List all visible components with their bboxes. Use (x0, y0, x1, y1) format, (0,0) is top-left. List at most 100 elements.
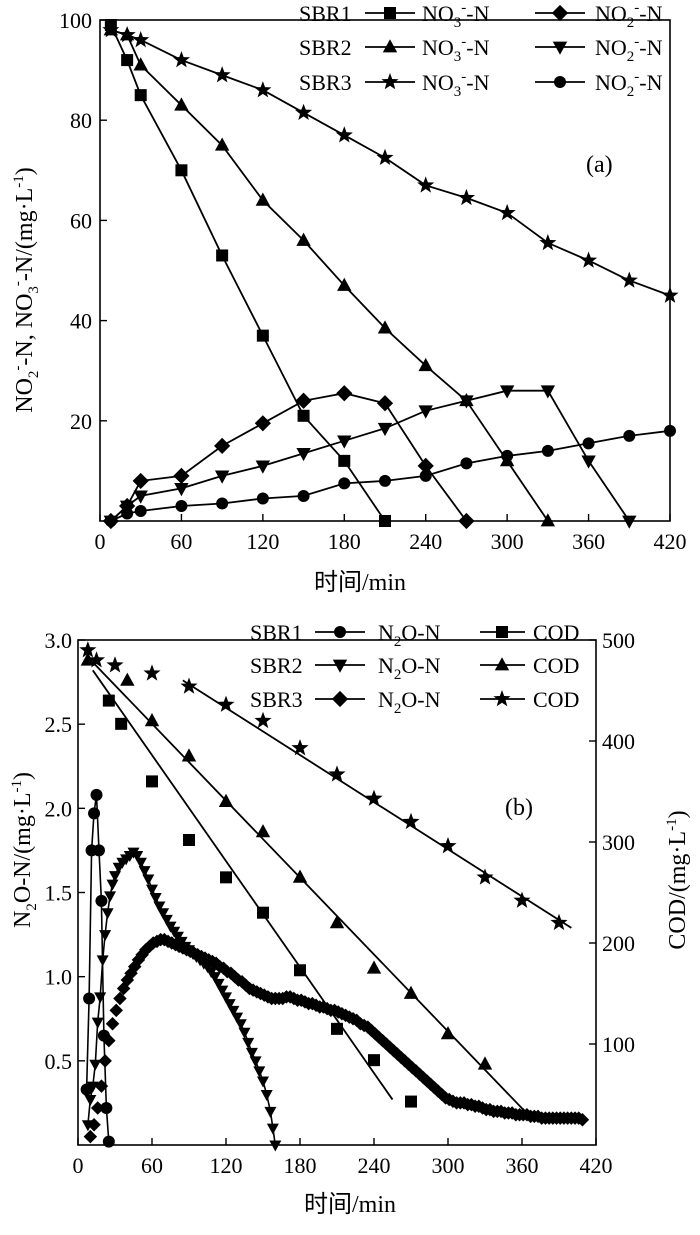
x-tick-label: 300 (491, 529, 524, 554)
data-point (254, 711, 272, 729)
data-point (296, 447, 311, 462)
data-point (216, 985, 229, 997)
data-point (220, 992, 232, 1004)
data-point (457, 188, 475, 206)
data-point (368, 1054, 380, 1067)
legend-label-no3: NO3--N (422, 34, 490, 65)
data-point (214, 137, 230, 151)
data-point (218, 793, 234, 807)
data-point (91, 1017, 104, 1029)
series-line (110, 389, 631, 522)
legend-marker (494, 657, 510, 671)
legend-row-label: SBR1 (250, 620, 303, 645)
y-right-tick-label: 200 (602, 931, 635, 956)
data-point (253, 1066, 266, 1078)
data-point (131, 850, 144, 862)
series-line (110, 429, 671, 522)
series-line (85, 794, 110, 1142)
data-point (144, 713, 160, 727)
data-point (134, 857, 147, 869)
data-point (459, 395, 474, 409)
legend-row-label: SBR2 (250, 653, 303, 678)
series-group-b (79, 641, 590, 1152)
chart-panel-a: 0 60 120 180 240 300 360 420 20 40 60 80 100 时间/min… (10, 0, 687, 596)
data-point (86, 1081, 99, 1093)
data-point (264, 1106, 277, 1118)
data-point (439, 837, 457, 854)
data-point (257, 1076, 269, 1088)
data-point (255, 824, 271, 838)
data-point (92, 844, 105, 857)
data-point (99, 930, 112, 942)
legend-marker (331, 690, 349, 708)
data-point (402, 812, 420, 830)
data-point (88, 807, 101, 820)
x-tick-label: 0 (95, 529, 106, 554)
data-point (582, 437, 595, 450)
data-point (100, 1101, 113, 1114)
data-point (622, 515, 637, 529)
data-point (132, 31, 150, 48)
data-point (109, 1003, 123, 1018)
data-point (216, 497, 229, 510)
data-point (217, 695, 235, 712)
data-point (661, 286, 679, 303)
data-point (379, 515, 391, 527)
panel-label-b: (b) (505, 795, 533, 821)
data-point (121, 54, 134, 67)
x-tick-label: 60 (141, 1153, 163, 1178)
data-point (87, 651, 106, 668)
data-point (328, 765, 346, 782)
legend-a: SBR1 NO3--N NO2--N SBR2 NO3--N NO2--N SBR3 NO3-… (299, 0, 663, 100)
data-point (419, 469, 432, 482)
data-point (214, 470, 230, 484)
legend-label-no2: NO2--N (595, 69, 663, 100)
data-point (180, 677, 198, 694)
y-left-tick-label: 1.5 (45, 881, 73, 906)
legend-label-cod: COD (533, 620, 579, 645)
y-left-tick-label: 3.0 (45, 628, 73, 653)
legend-label-no2: NO2--N (595, 34, 663, 65)
y-left-tick-labels-b: 0.5 1.0 1.5 2.0 2.5 3.0 (45, 628, 73, 1074)
data-point (132, 472, 149, 490)
legend-row-label: SBR1 (299, 1, 352, 26)
data-point (142, 874, 155, 886)
legend-marker (493, 690, 511, 707)
y-right-tick-label: 100 (602, 1032, 635, 1057)
data-point (338, 477, 351, 490)
legend-b: SBR1 N2O-N COD SBR2 N2O-N COD SBR3 N2O-N COD (250, 620, 579, 717)
y-left-tick-label: 1.0 (45, 965, 73, 990)
y-tick-label: 100 (59, 8, 92, 33)
x-tick-label: 120 (210, 1153, 243, 1178)
chart-panel-b: 0 60 120 180 240 300 360 420 0.5 1.0 1.5 2.0 2.5 3.0… (9, 620, 691, 1218)
data-point (260, 1090, 273, 1101)
y-left-tick-label: 2.5 (45, 712, 73, 737)
data-point (174, 97, 189, 111)
legend-label-no3: NO3--N (422, 69, 490, 100)
data-point (377, 320, 393, 334)
data-point (249, 1056, 262, 1068)
data-point (297, 489, 310, 502)
trendline (92, 661, 529, 1116)
y-tick-label: 60 (70, 208, 92, 233)
y-left-axis-label-b: N2O-N/(mg·L-1) (9, 772, 40, 928)
data-point (120, 672, 135, 686)
data-point (119, 500, 135, 514)
data-point (94, 1079, 109, 1093)
data-point (460, 457, 473, 470)
data-point (498, 203, 516, 221)
legend-label-n2o: N2O-N (378, 620, 441, 650)
data-point (173, 467, 190, 485)
y-right-tick-label: 400 (602, 729, 635, 754)
x-tick-label: 180 (328, 529, 361, 554)
x-axis-label-a: 时间/min (314, 569, 406, 596)
panel-label-a: (a) (586, 152, 613, 178)
data-point (231, 1012, 244, 1024)
x-axis-label-b: 时间/min (304, 1191, 396, 1218)
data-point (227, 1005, 240, 1017)
legend-row-label: SBR2 (299, 35, 352, 60)
legend-label-no2: NO2--N (595, 0, 663, 31)
data-point (146, 775, 158, 788)
data-point (87, 1118, 101, 1132)
data-point (664, 424, 676, 437)
